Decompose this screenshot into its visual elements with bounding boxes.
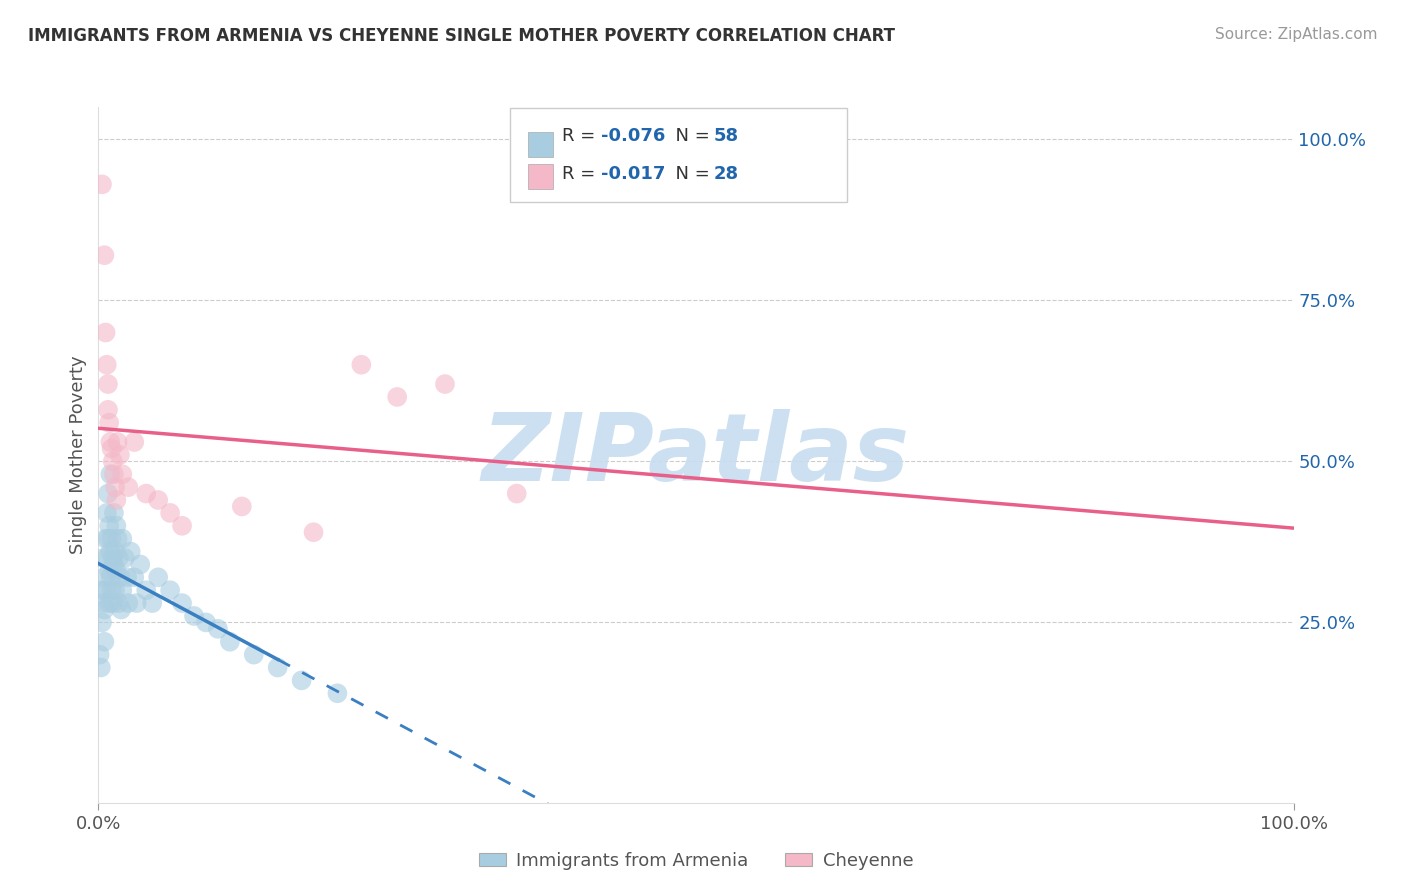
Point (100, 442, 122, 456)
Point (91, 583, 114, 598)
Point (94, 532, 117, 546)
Point (108, 570, 131, 584)
Point (97, 377, 120, 392)
Point (159, 583, 181, 598)
Point (91, 551, 114, 566)
Point (243, 648, 266, 662)
Point (129, 558, 152, 572)
Point (100, 532, 122, 546)
Point (104, 544, 127, 558)
Text: Source: ZipAtlas.com: Source: ZipAtlas.com (1215, 27, 1378, 42)
Point (89, 648, 111, 662)
Point (111, 583, 134, 598)
Point (96, 506, 118, 520)
Point (110, 602, 132, 616)
Point (267, 660, 290, 674)
Point (100, 583, 122, 598)
Legend: Immigrants from Armenia, Cheyenne: Immigrants from Armenia, Cheyenne (471, 845, 921, 877)
Point (291, 673, 314, 688)
Point (91, 615, 114, 630)
Point (117, 596, 139, 610)
Point (111, 532, 134, 546)
Point (172, 518, 194, 533)
Point (101, 454, 124, 468)
Point (104, 583, 127, 598)
Point (91, 596, 114, 610)
Point (96, 551, 118, 566)
Point (172, 596, 194, 610)
Point (93, 602, 115, 616)
Point (148, 570, 170, 584)
Point (98, 435, 122, 450)
Point (94, 583, 117, 598)
Point (107, 551, 129, 566)
Point (97, 532, 120, 546)
Point (207, 622, 229, 636)
Point (101, 596, 124, 610)
Point (104, 480, 127, 494)
Point (98, 467, 122, 482)
Text: IMMIGRANTS FROM ARMENIA VS CHEYENNE SINGLE MOTHER POVERTY CORRELATION CHART: IMMIGRANTS FROM ARMENIA VS CHEYENNE SING… (28, 27, 896, 45)
Y-axis label: Single Mother Poverty: Single Mother Poverty (69, 356, 87, 554)
Point (108, 448, 131, 462)
Text: -0.017: -0.017 (602, 165, 665, 183)
Point (107, 532, 129, 546)
Point (159, 506, 181, 520)
Point (103, 506, 125, 520)
Point (98, 518, 121, 533)
Point (124, 435, 146, 450)
Point (135, 486, 157, 500)
Point (231, 500, 253, 514)
Text: ZIPatlas: ZIPatlas (482, 409, 910, 501)
Point (103, 558, 125, 572)
Point (91, 178, 114, 192)
Point (103, 467, 125, 482)
Point (98, 596, 121, 610)
Point (183, 609, 205, 624)
Text: -0.076: -0.076 (602, 128, 665, 145)
Point (125, 596, 148, 610)
Point (93, 248, 115, 262)
Point (111, 467, 134, 482)
Point (97, 486, 120, 500)
Point (148, 493, 170, 508)
Text: R =: R = (562, 165, 600, 183)
Text: N =: N = (664, 165, 716, 183)
Point (124, 570, 146, 584)
Point (117, 480, 139, 494)
Point (96, 358, 118, 372)
Point (90, 660, 112, 674)
Point (107, 596, 129, 610)
Point (93, 570, 115, 584)
Point (433, 377, 456, 392)
Point (98, 570, 122, 584)
Point (114, 551, 136, 566)
Point (506, 486, 529, 500)
Point (385, 390, 409, 404)
Text: 28: 28 (713, 165, 738, 183)
Point (350, 358, 373, 372)
Point (105, 518, 128, 533)
Point (219, 634, 242, 648)
Point (98, 544, 122, 558)
Point (326, 686, 349, 700)
Text: N =: N = (664, 128, 716, 145)
Point (194, 615, 218, 630)
Point (302, 525, 325, 540)
Point (120, 544, 142, 558)
Text: 58: 58 (713, 128, 738, 145)
Text: R =: R = (562, 128, 600, 145)
Point (135, 583, 157, 598)
Point (101, 551, 124, 566)
Point (93, 634, 115, 648)
Point (107, 435, 129, 450)
Point (98, 416, 121, 430)
Point (97, 402, 120, 417)
Point (94, 326, 117, 340)
Point (98, 564, 121, 578)
Point (141, 596, 163, 610)
Point (105, 564, 128, 578)
Point (105, 493, 128, 508)
Point (115, 570, 138, 584)
